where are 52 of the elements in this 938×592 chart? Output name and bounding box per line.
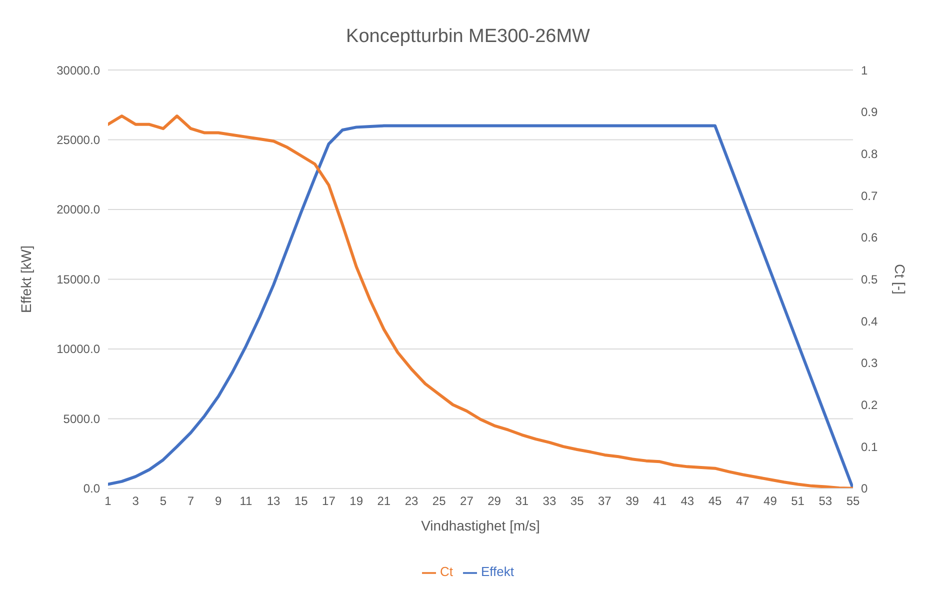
x-tick-label: 55 [846,494,860,508]
x-axis-title: Vindhastighet [m/s] [421,517,540,534]
y-tick-label: 30000.0 [56,63,100,78]
y2-tick-label: 0.5 [861,272,878,286]
y-tick-label: 10000.0 [56,342,100,356]
x-tick-label: 27 [460,494,474,508]
x-tick-label: 33 [542,494,556,508]
x-tick-label: 45 [708,494,722,508]
x-tick-label: 19 [350,494,364,508]
x-tick-label: 11 [240,494,253,508]
x-tick-label: 49 [764,494,778,508]
x-tick-label: 35 [570,494,584,508]
x-tick-label: 17 [322,494,336,508]
y2-tick-label: 0.7 [861,188,878,203]
y2-tick-label: 0 [861,482,868,496]
y2-tick-label: 0.6 [861,230,878,245]
x-tick-label: 15 [294,494,308,508]
x-tick-label: 3 [132,494,140,508]
x-tick-label: 39 [626,494,640,508]
legend-label: Ct [440,564,453,580]
x-tick-label: 25 [432,494,446,508]
x-tick-label: 47 [736,494,750,508]
y2-tick-label: 0.4 [861,314,878,328]
x-tick-label: 13 [266,494,281,508]
x-tick-label: 53 [818,494,832,508]
x-tick-label: 43 [680,494,694,508]
x-tick-label: 37 [598,494,612,508]
y2-axis-title: Ct [-] [892,264,908,294]
y-tick-label: 25000.0 [56,133,100,147]
x-tick-label: 31 [515,494,529,508]
x-tick-label: 51 [791,494,805,508]
legend-label: Effekt [480,564,514,580]
x-tick-label: 23 [404,494,419,508]
y-tick-label: 0.0 [83,482,100,496]
y-tick-label: 5000.0 [63,412,100,426]
x-tick-label: 9 [215,494,222,508]
x-tick-label: 5 [160,494,167,508]
x-tick-label: 41 [653,494,667,508]
x-tick-label: 7 [187,494,194,508]
y-tick-label: 20000.0 [56,202,100,217]
y2-tick-label: 0.2 [861,398,878,412]
y2-tick-label: 0.9 [861,105,878,120]
y2-tick-label: 0.8 [861,146,878,161]
x-tick-label: 1 [104,494,112,508]
y2-tick-label: 0.1 [861,440,878,454]
y2-tick-label: 1 [861,63,868,78]
y-axis-title: Effekt [kW] [18,246,34,313]
y-tick-label: 15000.0 [56,272,100,286]
y2-tick-label: 0.3 [861,356,878,370]
chart-title: Konceptturbin ME300-26MW [345,26,591,48]
x-tick-label: 29 [488,494,502,508]
x-tick-label: 21 [377,494,391,508]
